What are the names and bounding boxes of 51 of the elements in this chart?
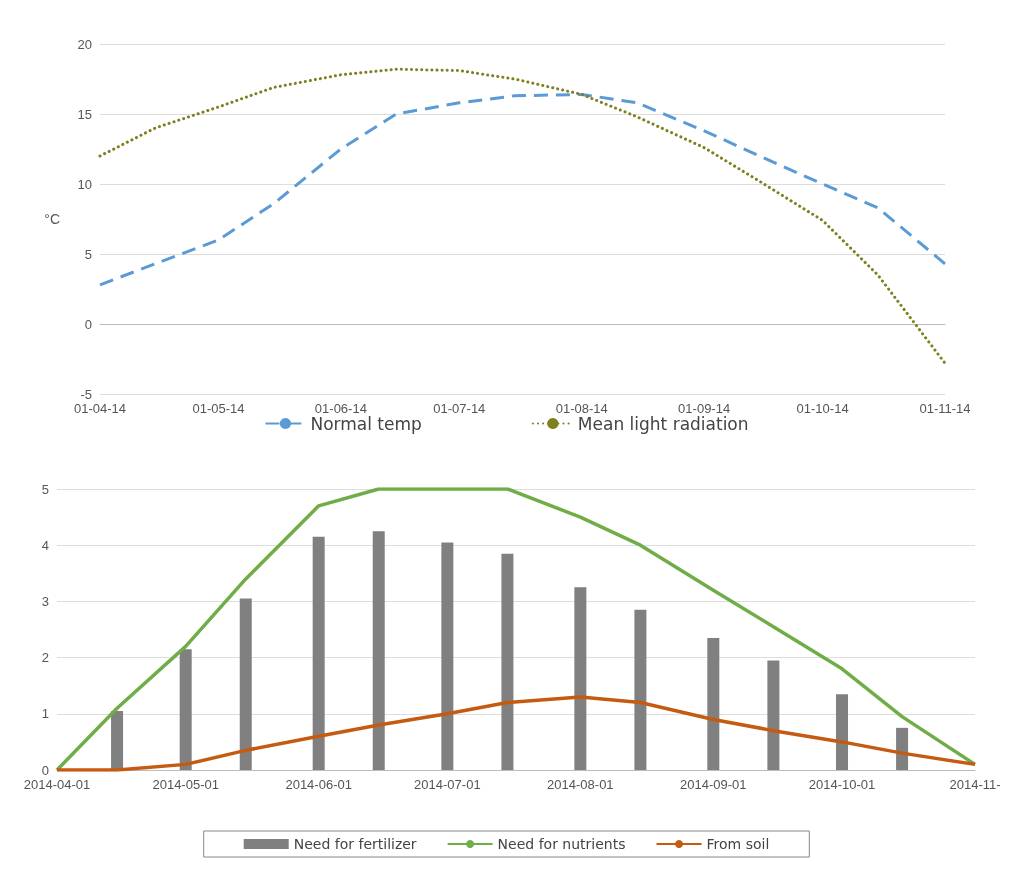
y-tick-label: 5	[84, 246, 92, 262]
bar	[707, 637, 720, 770]
bar	[574, 587, 587, 770]
x-tick-label: 01-06-14	[314, 401, 367, 416]
legend-label: Need for fertilizer	[293, 836, 417, 852]
y-tick-label: 2	[41, 650, 49, 666]
x-tick-label: 2014-10-01	[808, 777, 876, 792]
bar	[501, 553, 514, 770]
bar	[634, 609, 647, 770]
line-series	[55, 487, 977, 772]
x-tick-label: 01-07-14	[433, 401, 486, 416]
x-tick-label: 01-04-14	[73, 401, 127, 416]
x-tick-label: 01-08-14	[555, 401, 608, 416]
x-tick-label: 01-11-14	[919, 401, 971, 416]
bar	[312, 536, 325, 770]
x-tick-label: 01-10-14	[796, 401, 849, 416]
legend-label: Need for nutrients	[497, 836, 626, 852]
y-tick-label: 4	[41, 537, 49, 553]
bar	[441, 542, 454, 770]
y-axis-title: °C	[44, 211, 60, 227]
y-tick-label: 10	[77, 176, 92, 192]
bar	[836, 694, 849, 770]
x-tick-label: 2014-05-01	[152, 777, 219, 792]
x-tick-label: 01-05-14	[192, 401, 245, 416]
legend-label: Normal temp	[310, 413, 422, 434]
legend-label: From soil	[706, 836, 770, 852]
bar	[179, 649, 192, 770]
bar	[372, 531, 385, 770]
bar	[239, 598, 252, 770]
y-tick-label: 3	[41, 593, 49, 609]
bar	[767, 660, 780, 770]
y-tick-label: 0	[84, 316, 92, 332]
y-tick-label: 15	[77, 106, 92, 122]
line-series	[55, 695, 977, 772]
y-tick-label: 20	[77, 36, 92, 52]
x-tick-label: 2014-08-01	[547, 777, 614, 792]
line-series	[98, 92, 947, 287]
x-tick-label: 2014-11-	[949, 777, 1001, 792]
x-tick-label: 2014-04-01	[23, 777, 91, 792]
x-tick-label: 2014-06-01	[285, 777, 352, 792]
y-tick-label: 5	[41, 481, 49, 497]
x-tick-label: 2014-07-01	[414, 777, 481, 792]
x-tick-label: 2014-09-01	[680, 777, 747, 792]
y-tick-label: 0	[41, 762, 49, 778]
y-tick-label: -5	[80, 386, 92, 402]
x-tick-label: 01-09-14	[678, 401, 731, 416]
legend-label: Mean light radiation	[577, 413, 749, 434]
y-tick-label: 1	[41, 706, 49, 722]
line-series	[98, 67, 947, 365]
bar	[111, 710, 124, 770]
bar	[896, 727, 909, 770]
